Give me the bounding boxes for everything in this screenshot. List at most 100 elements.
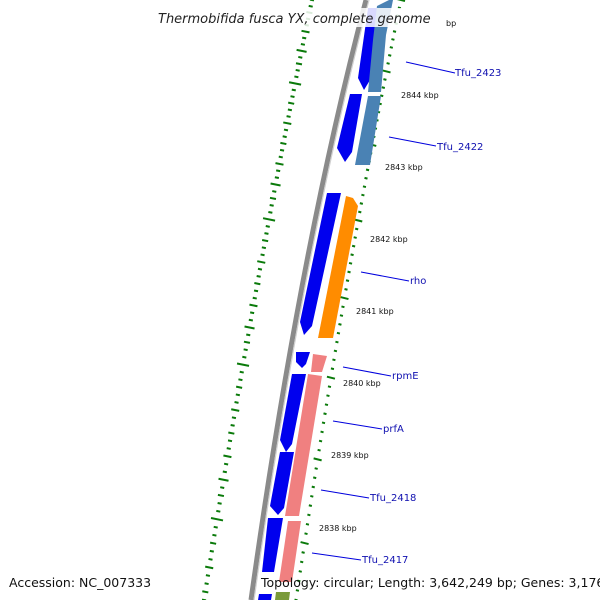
scale-tick [389, 46, 394, 49]
gene-reverse-tfu-2422[interactable] [355, 96, 381, 165]
gc-mark [205, 565, 214, 570]
gc-mark [265, 225, 270, 228]
gc-mark [239, 370, 244, 374]
gene-forward-tfu-2424[interactable] [358, 8, 378, 90]
gene-label-tfu-2417[interactable]: Tfu_2417 [361, 555, 408, 566]
gene-reverse-tfu-2416 [275, 592, 290, 600]
scale-label-2842: 2842 kbp [370, 235, 408, 244]
gene-reverse-prfA[interactable] [285, 374, 322, 516]
gc-mark [256, 275, 261, 278]
scale-tick [297, 579, 301, 583]
gc-mark [235, 385, 243, 389]
gc-mark [235, 393, 241, 397]
scale-tick [354, 227, 359, 231]
gene-reverse-rho[interactable] [318, 196, 358, 338]
reverse-strand-track [275, 0, 393, 600]
gc-mark [272, 190, 277, 193]
gc-mark [227, 439, 233, 443]
gene-forward-tfu-2418[interactable] [270, 452, 294, 515]
gc-mark [261, 246, 267, 250]
gc-mark [238, 378, 243, 382]
scale-tick [344, 288, 348, 291]
gc-mark [283, 121, 292, 126]
scale-tick [304, 532, 308, 536]
scale-label-2841: 2841 kbp [356, 307, 394, 316]
gc-mark [230, 423, 235, 427]
gc-mark [254, 282, 261, 286]
gc-mark [288, 81, 302, 86]
gc-mark [264, 232, 269, 235]
scale-tick [382, 69, 391, 74]
scale-tick [361, 193, 365, 197]
gene-label-lines [311, 61, 456, 561]
scale-tick [340, 296, 349, 301]
gc-mark [243, 348, 248, 352]
gc-mark [257, 267, 263, 271]
gc-mark [231, 416, 237, 420]
scale-tick [359, 202, 364, 205]
scale-tick [339, 314, 344, 317]
gc-mark [210, 517, 224, 522]
scale-label-2838: 2838 kbp [319, 524, 357, 533]
gc-mark [278, 155, 283, 159]
leader-line-tfu-2418 [320, 489, 370, 499]
accession-text: Accession: NC_007333 [9, 575, 151, 590]
leader-line-rpmE [342, 366, 392, 377]
gene-labels: Tfu_2423 Tfu_2422 rho rpmE prfA Tfu_2418… [361, 68, 501, 566]
gene-label-tfu-2423[interactable]: Tfu_2423 [454, 68, 501, 79]
gene-label-rho[interactable]: rho [410, 276, 426, 287]
scale-tick [299, 560, 304, 564]
gene-reverse-rpmE[interactable] [311, 354, 327, 372]
scale-tick [298, 570, 303, 573]
scale-tick [301, 551, 305, 554]
scale-label-2843: 2843 kbp [385, 163, 423, 172]
gc-mark [243, 340, 251, 344]
gene-label-rpmE[interactable]: rpmE [392, 371, 419, 382]
gc-mark [212, 533, 217, 537]
topology-summary-text: Topology: circular; Length: 3,642,249 bp… [260, 575, 600, 590]
gene-forward-tfu-2417[interactable] [262, 518, 283, 572]
gc-mark [269, 196, 277, 200]
scale-tick [387, 54, 392, 57]
gc-mark [242, 355, 247, 359]
gc-mark [248, 318, 254, 322]
scale-tick [311, 485, 315, 489]
gc-mark [252, 296, 257, 300]
scale-tick [321, 421, 326, 425]
gc-mark [280, 141, 287, 146]
gene-forward-small-rpmE [296, 352, 310, 368]
gene-forward-tfu-2421[interactable] [300, 193, 341, 335]
scale-tick [364, 176, 368, 180]
gene-reverse-tfu-2417[interactable] [279, 521, 301, 582]
gene-forward-tfu-2423[interactable] [337, 94, 362, 162]
gc-mark [209, 549, 215, 553]
gc-mark [275, 162, 284, 166]
scale-tick [326, 375, 336, 380]
leader-line-tfu-2423 [405, 61, 456, 74]
gc-mark [282, 135, 287, 139]
gc-mark [216, 509, 221, 513]
gc-mark [287, 108, 293, 112]
gene-label-tfu-2418[interactable]: Tfu_2418 [369, 493, 416, 504]
gc-mark [204, 582, 209, 586]
scale-tick [314, 467, 318, 470]
gc-mark [262, 217, 276, 222]
gene-forward-tfu-2419[interactable] [280, 374, 306, 452]
scale-tick [300, 541, 309, 546]
gene-label-prfA[interactable]: prfA [383, 424, 404, 435]
gc-mark [290, 95, 295, 98]
gc-mark [295, 68, 300, 72]
genome-backbone-highlight [253, 0, 370, 600]
scale-tick [396, 0, 406, 2]
leader-line-rho [360, 271, 410, 282]
gc-mark [298, 55, 303, 59]
scale-tick [335, 340, 339, 344]
genome-backbone [248, 0, 369, 600]
gc-mark [217, 501, 222, 505]
gc-mark [300, 43, 306, 46]
scale-tick [379, 94, 384, 98]
scale-tick [333, 349, 338, 353]
gc-mark [222, 470, 228, 474]
gene-label-tfu-2422[interactable]: Tfu_2422 [436, 142, 483, 153]
